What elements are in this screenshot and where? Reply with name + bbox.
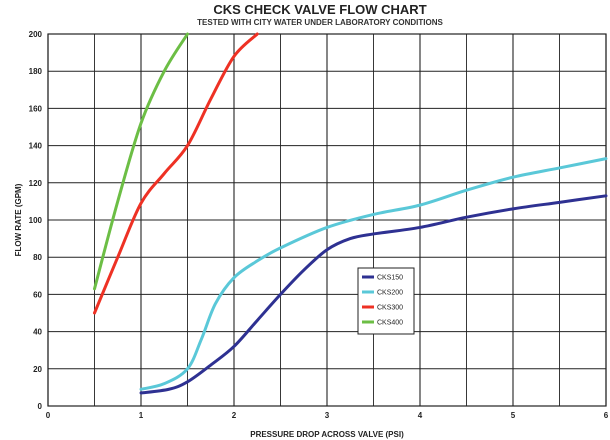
legend-label: CKS300 <box>377 305 403 312</box>
y-axis-label: FLOW RATE (GPM) <box>14 183 23 256</box>
x-tick-label: 2 <box>232 411 237 420</box>
x-axis-ticks: 0 1 2 3 4 5 6 <box>46 411 609 420</box>
legend: CKS150 CKS200 CKS300 CKS400 <box>357 267 415 335</box>
plot-border <box>47 33 607 407</box>
series-line-cks400 <box>93 32 189 291</box>
series-line-cks300 <box>93 32 259 315</box>
x-tick-label: 6 <box>604 411 609 420</box>
x-tick-label: 1 <box>139 411 144 420</box>
y-tick-label: 40 <box>33 328 42 337</box>
legend-label: CKS150 <box>377 275 403 282</box>
y-tick-label: 160 <box>29 104 43 113</box>
y-tick-label: 60 <box>33 290 42 299</box>
chart-title: CKS CHECK VALVE FLOW CHART <box>213 2 426 17</box>
x-tick-label: 3 <box>325 411 330 420</box>
series-lines <box>93 32 608 395</box>
chart-subtitle: TESTED WITH CITY WATER UNDER LABORATORY … <box>197 18 443 27</box>
legend-label: CKS200 <box>377 290 403 297</box>
series-line-cks200 <box>139 157 608 391</box>
y-tick-label: 120 <box>29 179 43 188</box>
x-tick-label: 4 <box>418 411 423 420</box>
y-tick-label: 20 <box>33 365 42 374</box>
legend-label: CKS400 <box>377 320 403 327</box>
y-tick-label: 200 <box>29 30 43 39</box>
x-tick-label: 0 <box>46 411 51 420</box>
x-tick-label: 5 <box>511 411 516 420</box>
y-tick-label: 100 <box>29 216 43 225</box>
y-tick-label: 180 <box>29 67 43 76</box>
x-axis-label: PRESSURE DROP ACROSS VALVE (PSI) <box>250 430 404 439</box>
series-line-cks150 <box>139 194 608 395</box>
y-tick-label: 80 <box>33 253 42 262</box>
y-axis-ticks: 0 20 40 60 80 100 120 140 160 180 200 <box>29 30 43 411</box>
y-tick-label: 0 <box>38 402 43 411</box>
y-tick-label: 140 <box>29 142 43 151</box>
axes <box>47 33 607 407</box>
grid-lines <box>47 33 607 407</box>
